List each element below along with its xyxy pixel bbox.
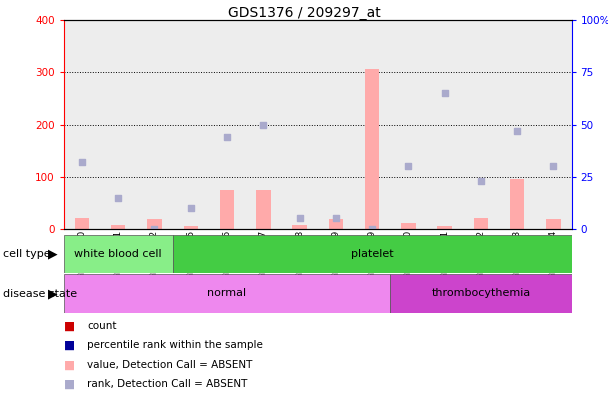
Text: value, Detection Call = ABSENT: value, Detection Call = ABSENT	[87, 360, 252, 370]
Text: rank, Detection Call = ABSENT: rank, Detection Call = ABSENT	[87, 379, 247, 389]
Text: platelet: platelet	[351, 249, 393, 259]
Bar	[111, 225, 125, 229]
Bar	[173, 20, 209, 229]
Bar	[64, 235, 173, 273]
Text: normal: normal	[207, 288, 247, 298]
Bar	[499, 20, 535, 229]
Point	[295, 215, 305, 222]
Bar	[535, 20, 572, 229]
Bar	[546, 220, 561, 229]
Point	[258, 122, 268, 128]
Point	[548, 163, 558, 169]
Point	[331, 215, 340, 222]
Bar	[173, 235, 572, 273]
Bar	[437, 226, 452, 229]
Text: white blood cell: white blood cell	[74, 249, 162, 259]
Bar	[147, 220, 162, 229]
Point	[113, 194, 123, 201]
Bar	[100, 20, 136, 229]
Text: GDS1376 / 209297_at: GDS1376 / 209297_at	[227, 6, 381, 20]
Text: ▶: ▶	[48, 248, 58, 261]
Bar	[245, 20, 282, 229]
Point	[513, 128, 522, 134]
Bar	[184, 226, 198, 229]
Bar	[390, 20, 426, 229]
Text: count: count	[87, 321, 117, 331]
Bar	[292, 225, 307, 229]
Text: percentile rank within the sample: percentile rank within the sample	[87, 341, 263, 350]
Point	[440, 90, 449, 96]
Bar	[474, 218, 488, 229]
Point	[186, 205, 196, 211]
Point	[476, 178, 486, 184]
Bar	[209, 20, 245, 229]
Text: thrombocythemia: thrombocythemia	[431, 288, 531, 298]
Bar	[510, 179, 524, 229]
Bar	[136, 20, 173, 229]
Bar	[354, 20, 390, 229]
Text: ■: ■	[64, 320, 75, 333]
Bar	[64, 20, 100, 229]
Point	[77, 159, 87, 165]
Bar	[401, 223, 416, 229]
Text: cell type: cell type	[3, 249, 50, 259]
Bar	[463, 20, 499, 229]
Bar	[317, 20, 354, 229]
Text: ■: ■	[64, 339, 75, 352]
Bar	[390, 274, 572, 313]
Point	[150, 226, 159, 232]
Text: ▶: ▶	[48, 287, 58, 300]
Bar	[328, 220, 343, 229]
Point	[367, 226, 377, 232]
Point	[404, 163, 413, 169]
Bar	[64, 274, 390, 313]
Text: ■: ■	[64, 358, 75, 371]
Bar	[219, 190, 234, 229]
Bar	[75, 218, 89, 229]
Bar	[256, 190, 271, 229]
Bar	[282, 20, 317, 229]
Text: ■: ■	[64, 378, 75, 391]
Bar	[365, 69, 379, 229]
Point	[222, 134, 232, 140]
Bar	[426, 20, 463, 229]
Text: disease state: disease state	[3, 289, 77, 298]
